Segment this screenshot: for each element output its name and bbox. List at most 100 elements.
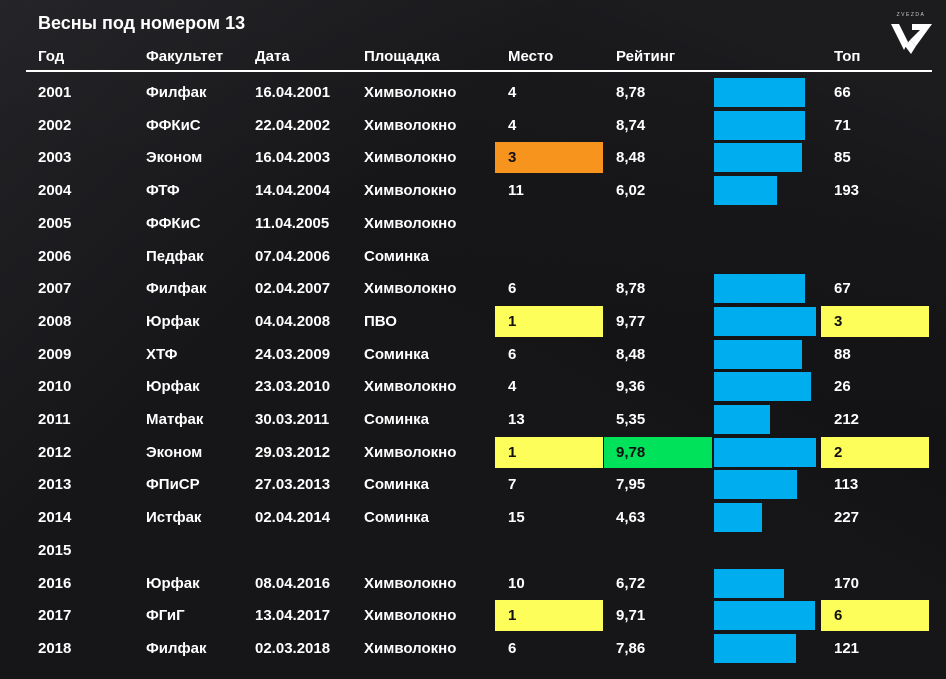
venue-cell: Химволокно (364, 280, 457, 298)
rating-cell: 8,78 (616, 84, 646, 101)
year-cell: 2018 (38, 639, 72, 657)
year-cell: 2011 (38, 411, 71, 428)
faculty-cell: Истфак (146, 509, 202, 527)
rating-cell (604, 241, 712, 272)
venue-cell: Соминка (364, 476, 430, 494)
date-cell: 02.04.2014 (255, 509, 331, 527)
year-cell: 2002 (38, 116, 72, 134)
place-cell: 11 (508, 182, 524, 200)
venue-cell: Химволокно (364, 84, 457, 101)
rating-bar (714, 601, 815, 631)
date-cell: 23.03.2010 (255, 378, 331, 396)
place-cell: 1 (495, 436, 603, 468)
top-cell (821, 241, 929, 272)
top-cell (821, 208, 929, 239)
table-row: 2001 Филфак 16.04.2001 Химволокно 4 8,78 66 (0, 77, 946, 110)
rating-cell: 5,35 (616, 411, 646, 428)
venue-cell: ПВО (364, 312, 397, 330)
rating-bar (714, 78, 805, 107)
rating-bar (714, 405, 770, 434)
rating-cell: 9,78 (604, 436, 712, 468)
rating-cell (604, 208, 712, 239)
top-cell: 66 (834, 84, 851, 101)
header-year: Год (38, 48, 65, 65)
table-row: 2011 Матфак 30.03.2011 Соминка 13 5,35 212 (0, 404, 946, 437)
date-cell: 22.04.2002 (255, 116, 331, 134)
table-row: 2008 Юрфак 04.04.2008 ПВО 1 9,77 3 (0, 305, 946, 339)
year-cell: 2016 (38, 574, 72, 592)
place-cell: 4 (508, 116, 517, 134)
venue-cell: Соминка (364, 247, 430, 265)
place-cell: 3 (495, 142, 603, 174)
faculty-cell: Филфак (146, 280, 207, 298)
date-cell: 14.04.2004 (255, 182, 331, 200)
year-cell: 2009 (38, 345, 72, 363)
place-cell: 6 (508, 280, 517, 298)
table-row: 2006 Педфак 07.04.2006 Соминка (0, 241, 946, 274)
top-cell: 26 (834, 378, 851, 396)
faculty-cell: Филфак (146, 639, 207, 657)
rating-bar (714, 143, 802, 173)
faculty-cell: Эконом (146, 149, 203, 167)
rating-cell: 8,48 (616, 149, 646, 167)
top-cell: 121 (834, 639, 860, 657)
rating-bar (714, 274, 805, 304)
venue-cell: Химволокно (364, 116, 457, 134)
top-cell: 67 (834, 280, 851, 298)
place-cell: 15 (508, 509, 525, 527)
venue-cell: Химволокно (364, 443, 457, 461)
top-cell: 71 (834, 116, 851, 134)
faculty-cell: Филфак (146, 84, 207, 101)
place-cell: 13 (508, 411, 525, 428)
venue-cell: Химволокно (364, 149, 457, 167)
top-cell: 2 (821, 436, 929, 468)
venue-cell: Химволокно (364, 214, 457, 232)
top-cell: 88 (834, 345, 851, 363)
page-title: Весны под номером 13 (38, 13, 246, 33)
top-cell: 212 (834, 411, 860, 428)
header-place: Место (508, 48, 554, 65)
date-cell: 24.03.2009 (255, 345, 331, 363)
table-row: 2017 ФГиГ 13.04.2017 Химволокно 1 9,71 6 (0, 600, 946, 633)
venue-cell: Химволокно (364, 378, 457, 396)
top-cell: 227 (834, 509, 860, 527)
faculty-cell: Юрфак (146, 378, 200, 396)
table-row: 2016 Юрфак 08.04.2016 Химволокно 10 6,72 170 (0, 568, 946, 601)
faculty-cell: ФФКиС (146, 116, 201, 134)
rating-cell: 7,86 (616, 639, 646, 657)
place-cell (495, 535, 603, 566)
rating-bar (714, 633, 796, 663)
logo-text: ZVEZDA (897, 12, 926, 18)
rating-cell: 9,77 (616, 312, 646, 330)
year-cell: 2005 (38, 214, 72, 232)
table-row: 2004 ФТФ 14.04.2004 Химволокно 11 6,02 193 (0, 175, 946, 208)
rating-cell (604, 535, 712, 566)
header-divider (26, 70, 932, 72)
place-cell: 4 (508, 378, 517, 396)
header-rating: Рейтинг (616, 48, 676, 65)
rating-bar (714, 110, 805, 140)
date-cell: 08.04.2016 (255, 574, 331, 592)
place-cell: 4 (508, 84, 517, 101)
date-cell: 07.04.2006 (255, 247, 331, 265)
place-cell: 1 (495, 305, 603, 337)
table-row: 2003 Эконом 16.04.2003 Химволокно 3 8,48 85 (0, 142, 946, 175)
rating-bar (714, 339, 802, 369)
table-row: 2002 ФФКиС 22.04.2002 Химволокно 4 8,74 71 (0, 110, 946, 143)
year-cell: 2013 (38, 476, 72, 494)
top-cell: 85 (834, 149, 851, 167)
year-cell: 2007 (38, 280, 72, 298)
faculty-cell: ФГиГ (146, 607, 185, 625)
rating-bar (714, 568, 784, 598)
rating-cell: 8,48 (616, 345, 646, 363)
rating-cell: 9,71 (616, 607, 646, 625)
year-cell: 2015 (38, 541, 72, 559)
faculty-cell: Педфак (146, 247, 204, 265)
rating-bar (714, 176, 777, 206)
venue-cell: Соминка (364, 345, 430, 363)
date-cell: 02.04.2007 (255, 280, 331, 298)
rating-bar (714, 503, 762, 533)
venue-cell: Соминка (364, 411, 430, 428)
rating-cell: 8,78 (616, 280, 646, 298)
rating-bar (714, 372, 811, 402)
